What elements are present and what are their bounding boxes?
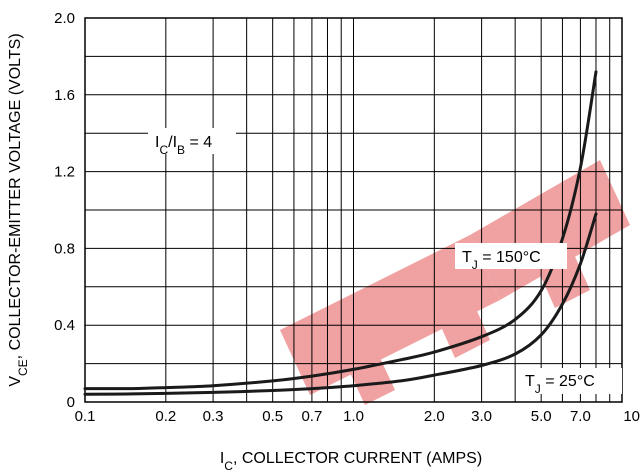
x-tick-label: 7.0 [570, 408, 591, 425]
tj150-annotation: TJ = 150°C [462, 249, 541, 272]
plot-frame [84, 17, 623, 403]
x-tick-label: 0.1 [75, 408, 96, 425]
watermark-stroke-2 [420, 262, 490, 358]
tj25-annotation: TJ = 25°C [525, 373, 595, 396]
x-tick-label: 2.0 [424, 408, 445, 425]
x-tick-label: 0.7 [301, 408, 322, 425]
y-tick-label: 0.8 [54, 240, 75, 257]
x-tick-label: 3.0 [471, 408, 492, 425]
x-tick-label: 0.3 [203, 408, 224, 425]
tj150-label-bg [455, 243, 567, 269]
ratio-annotation: IC/IB = 4 [155, 134, 212, 157]
x-tick-labels: 0.1 0.2 0.3 0.5 0.7 1.0 2.0 3.0 5.0 7.0 10 [75, 408, 640, 425]
series-line-tj-25c [83, 212, 598, 396]
y-tick-labels: 0 0.4 0.8 1.2 1.6 2.0 [54, 10, 75, 411]
x-tick-label: 1.0 [343, 408, 364, 425]
grid [84, 17, 623, 403]
y-tick-label: 1.6 [54, 87, 75, 104]
y-tick-label: 0.4 [54, 317, 75, 334]
y-tick-label: 0 [67, 394, 75, 411]
watermark-band-1 [280, 235, 500, 395]
tj25-label-bg [518, 368, 622, 394]
series-line-tj-150c [83, 70, 598, 391]
y-tick-label: 2.0 [54, 10, 75, 27]
y-axis-label: VCE, COLLECTOR-EMITTER VOLTAGE (VOLTS) [7, 33, 30, 386]
ratio-label-bg [148, 128, 236, 154]
curves [83, 70, 598, 396]
x-axis-label: IC, COLLECTOR CURRENT (AMPS) [220, 450, 482, 472]
x-tick-label: 0.5 [262, 408, 283, 425]
x-tick-label: 5.0 [531, 408, 552, 425]
x-tick-label: 10 [623, 408, 640, 425]
y-tick-label: 1.2 [54, 164, 75, 181]
x-tick-label: 0.2 [155, 408, 176, 425]
